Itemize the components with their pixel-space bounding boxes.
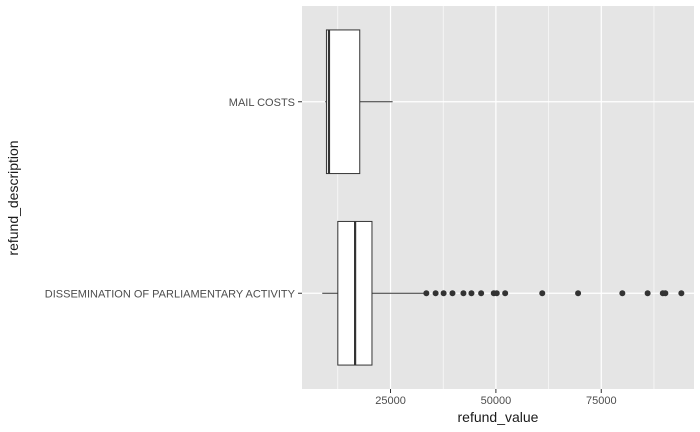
outlier-point	[468, 290, 475, 297]
outlier-point	[502, 290, 509, 297]
outlier-point	[440, 290, 447, 297]
box-series	[322, 29, 425, 366]
outlier-points	[423, 290, 685, 297]
y-tick-label: MAIL COSTS	[229, 97, 295, 109]
outlier-point	[493, 290, 500, 297]
outlier-point	[644, 290, 651, 297]
outlier-point	[423, 290, 430, 297]
outlier-point	[619, 290, 626, 297]
y-axis: MAIL COSTS DISSEMINATION OF PARLIAMENTARY…	[45, 97, 302, 300]
outlier-point	[460, 290, 467, 297]
y-tick-label: DISSEMINATION OF PARLIAMENTARY ACTIVITY	[45, 288, 296, 300]
outlier-point	[432, 290, 439, 297]
x-tick-label: 25000	[375, 395, 406, 407]
outlier-point	[539, 290, 546, 297]
outlier-point	[449, 290, 456, 297]
outlier-point	[678, 290, 685, 297]
outlier-point	[662, 290, 669, 297]
y-axis-title: refund_description	[5, 140, 21, 255]
box-iqr	[325, 29, 361, 175]
x-axis-title: refund_value	[458, 409, 539, 425]
outlier-point	[478, 290, 485, 297]
x-axis: 25000 50000 75000	[375, 389, 617, 407]
x-tick-label: 75000	[586, 395, 617, 407]
outlier-point	[575, 290, 582, 297]
x-tick-label: 50000	[481, 395, 512, 407]
